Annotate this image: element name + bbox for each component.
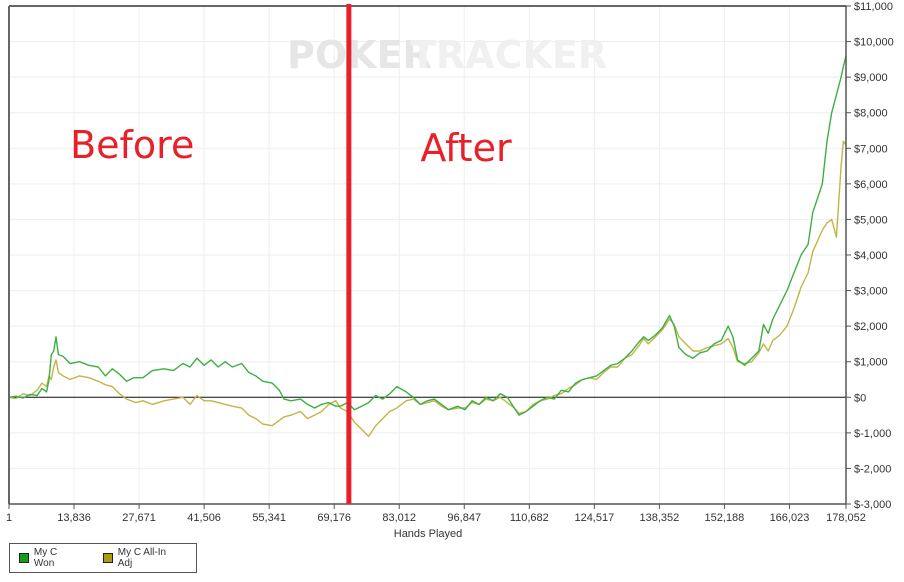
x-tick-label: 69,176 [317,512,351,524]
watermark: POKER TRACKER [287,33,607,77]
x-tick-label: 83,012 [382,512,416,524]
y-tick-label: $-1,000 [854,428,891,440]
legend-item-my-c-all-in-adj[interactable]: My C All-In Adj [102,547,182,569]
y-tick-label: $7,000 [854,143,888,155]
after-label: After [420,126,512,170]
y-tick-label: $2,000 [854,321,888,333]
y-tick-label: $8,000 [854,108,888,120]
series-my-c-all-in-adj [8,140,847,438]
y-tick-label: $0 [854,392,866,404]
olive-swatch-icon [102,553,113,563]
x-tick-label: 27,671 [122,512,156,524]
legend-item-my-c-won[interactable]: My C Won [19,547,80,569]
series-layer [8,55,847,438]
chart-legend: My C Won My C All-In Adj [9,543,197,573]
legend-label: My C All-In Adj [117,547,167,569]
x-axis-ticks: 1 13,836 27,671 41,506 55,341 69,176 83,012 96,… [6,504,866,524]
y-tick-label: $1,000 [854,357,888,369]
svg-text:POKER: POKER [287,33,432,77]
svg-text:TRACKER: TRACKER [410,33,607,77]
y-tick-label: $11,000 [854,1,893,13]
x-tick-label: 96,847 [447,512,481,524]
y-tick-label: $9,000 [854,72,888,84]
x-tick-label: 110,682 [510,512,549,524]
x-axis-title: Hands Played [394,528,463,540]
x-tick-label: 166,023 [770,512,810,524]
series-my-c-won [8,55,847,416]
before-label: Before [70,123,194,167]
green-swatch-icon [19,553,29,563]
x-tick-label: 41,506 [187,512,221,524]
y-tick-label: $5,000 [854,214,888,226]
x-tick-label: 13,836 [57,512,91,524]
y-axis-ticks: $11,000 $10,000 $9,000 $8,000 $7,000 $6,000 $5… [846,1,894,511]
y-tick-label: $-2,000 [854,463,891,475]
x-tick-label: 138,352 [639,512,679,524]
grid-lines [9,6,846,504]
y-tick-label: $-3,000 [854,499,891,511]
y-tick-label: $3,000 [854,286,888,298]
y-tick-label: $6,000 [854,179,888,191]
x-tick-label: 1 [6,512,12,524]
x-tick-label: 124,517 [574,512,614,524]
y-tick-label: $4,000 [854,250,888,262]
legend-label: My C Won [33,547,58,569]
x-tick-label: 178,052 [826,512,866,524]
x-tick-label: 152,188 [705,512,745,524]
y-tick-label: $10,000 [854,37,894,49]
x-tick-label: 55,341 [252,512,286,524]
